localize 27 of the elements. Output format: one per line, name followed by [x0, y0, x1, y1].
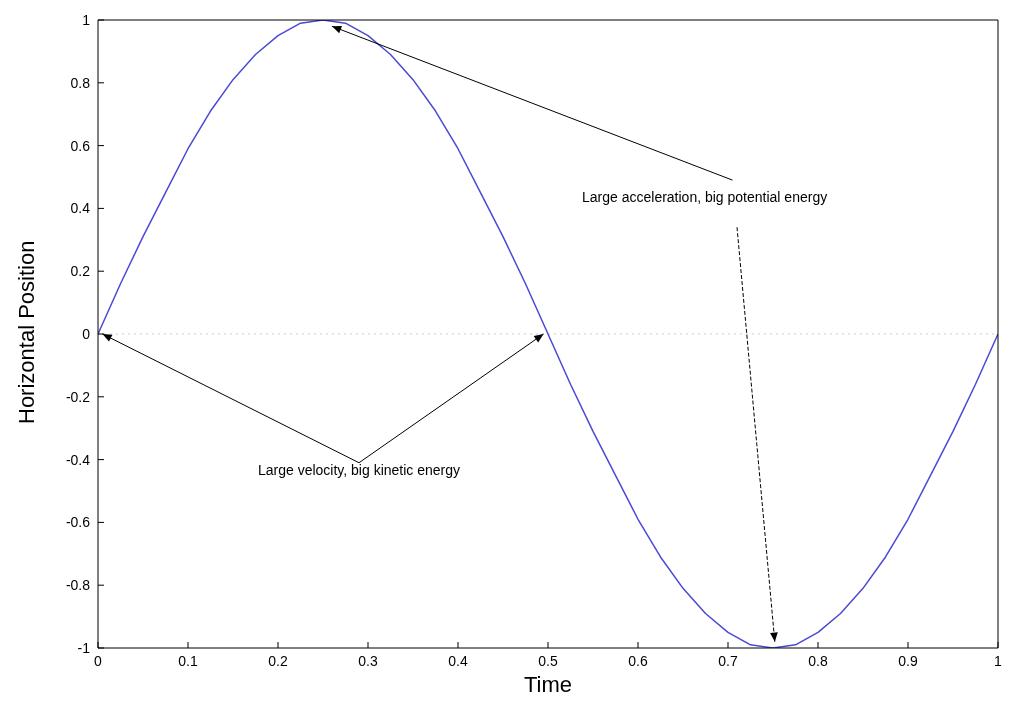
x-tick-label: 1	[994, 652, 1003, 669]
y-tick-label: -0.8	[65, 577, 91, 594]
x-tick-label: 0.1	[178, 652, 198, 669]
x-tick-label: 0.3	[358, 652, 378, 669]
y-tick-label: -0.4	[65, 451, 91, 468]
x-tick-label: 0.7	[718, 652, 738, 669]
y-tick-label: -0.2	[65, 388, 91, 405]
y-tick-label: 0.4	[70, 200, 91, 217]
y-tick-label: 0.6	[70, 137, 91, 154]
y-tick-label: -0.6	[65, 514, 91, 531]
y-axis-title: Horizontal Position	[13, 240, 39, 424]
y-tick-label: 0.2	[70, 263, 91, 280]
annotation: Large velocity, big kinetic energy	[257, 462, 461, 479]
line-series	[98, 20, 998, 648]
annotation: Large acceleration, big potential energy	[582, 189, 828, 206]
x-axis-title: Time	[523, 672, 573, 697]
y-tick-label: -1	[77, 639, 91, 656]
x-tick-label: 0.8	[808, 652, 828, 669]
x-tick-label: 0.9	[898, 652, 918, 669]
x-tick-label: 0	[94, 652, 103, 669]
y-tick-label: 0	[82, 325, 91, 342]
x-tick-label: 0.2	[268, 652, 288, 669]
x-tick-label: 0.4	[448, 652, 468, 669]
y-tick-label: 1	[82, 11, 91, 28]
y-tick-label: 0.8	[70, 74, 91, 91]
x-tick-label: 0.5	[538, 652, 558, 669]
x-tick-label: 0.6	[628, 652, 648, 669]
